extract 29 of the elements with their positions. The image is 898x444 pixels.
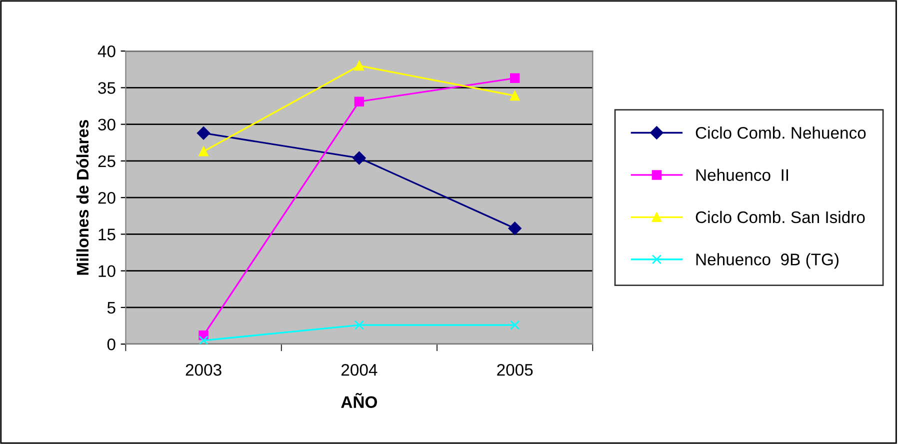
point [352,151,366,165]
y-tick-label: 40 [98,45,116,58]
legend-label: Ciclo Comb. San Isidro [696,210,865,224]
y-tick-label: 35 [98,82,116,94]
legend-label: Nehuenco 9B (TG) [696,253,838,269]
point [354,60,364,71]
y-axis-title: Millones de Dólares [76,120,89,275]
y-tick-label: 30 [98,118,116,131]
legend-label: Nehuenco II [696,168,788,181]
y-tick-label: 25 [98,155,116,168]
y-tick-label: 10 [98,265,116,278]
point [354,96,364,106]
y-tick-label: 20 [98,192,116,204]
point [510,320,520,330]
x-tick-label: 2004 [342,364,378,376]
point [354,320,364,330]
y-tick-label: 5 [107,302,116,314]
point [510,73,520,84]
x-axis-title: AÑO [341,392,378,408]
point [510,90,520,101]
y-tick-label: 0 [107,338,116,350]
x-tick-label: 2005 [497,364,533,376]
x-tick-label: 2003 [186,364,222,376]
point [196,126,210,140]
legend-label: Ciclo Comb. Nehuenco [696,126,866,139]
y-tick-label: 15 [98,228,116,240]
point [198,336,208,344]
point [198,146,208,156]
point [508,222,522,235]
